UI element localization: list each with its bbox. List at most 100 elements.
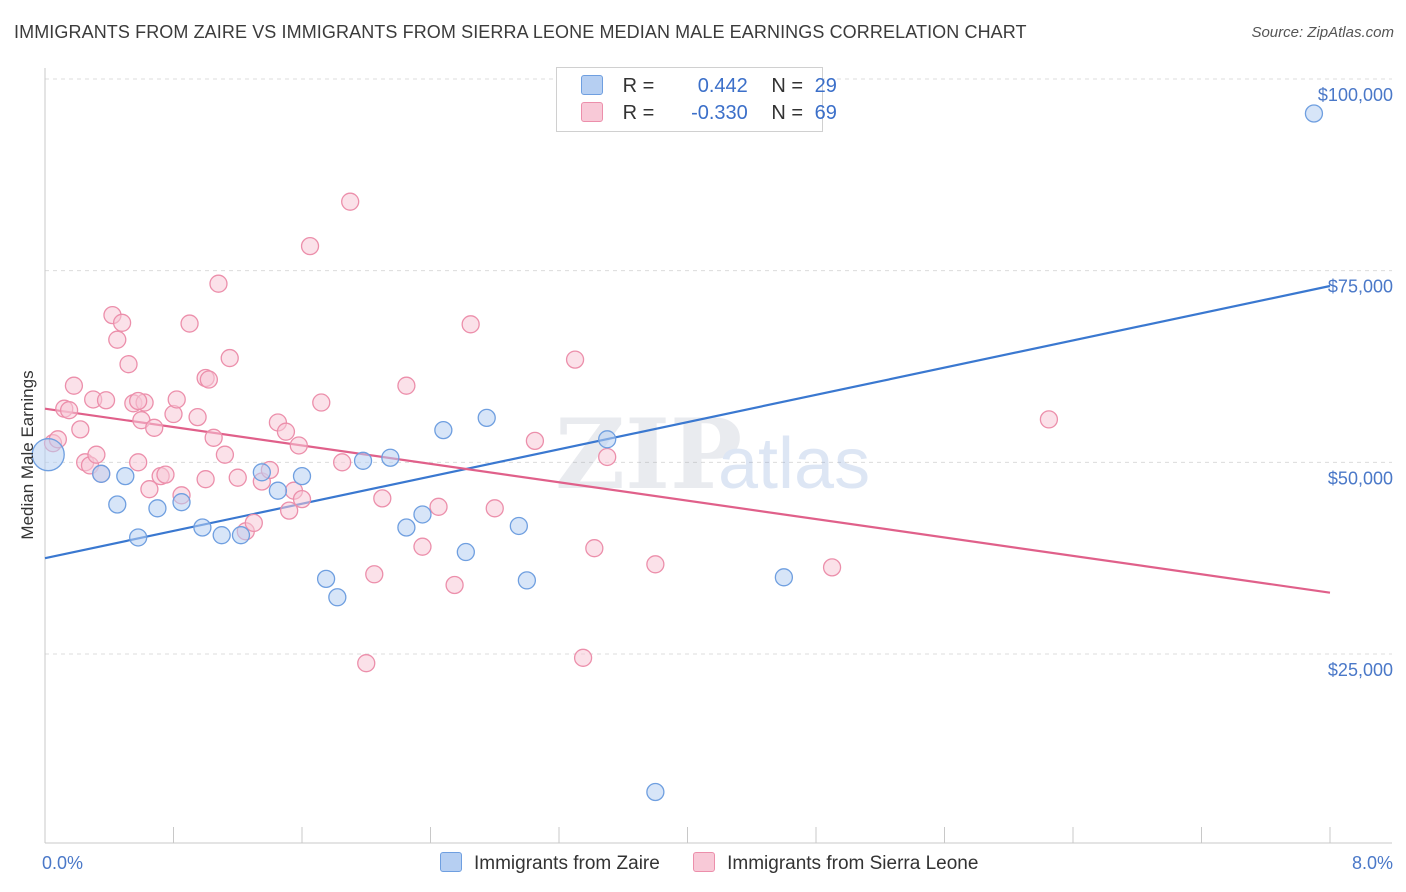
point-1-13 bbox=[108, 330, 127, 349]
point-1-25 bbox=[167, 390, 186, 409]
point-1-28 bbox=[188, 407, 207, 427]
legend-swatch-sierra-leone bbox=[581, 102, 603, 122]
point-0-24 bbox=[598, 430, 617, 449]
series-legend-sierra-leone: Immigrants from Sierra Leone bbox=[693, 852, 978, 875]
point-0-21 bbox=[477, 408, 496, 428]
point-0-19 bbox=[434, 420, 453, 440]
point-1-63 bbox=[598, 447, 617, 467]
point-1-3 bbox=[59, 401, 79, 420]
chart-source: Source: ZipAtlas.com bbox=[1251, 24, 1394, 41]
point-0-26 bbox=[774, 568, 794, 587]
point-1-62 bbox=[585, 539, 604, 558]
legend-r-label: R = bbox=[622, 102, 655, 124]
point-1-15 bbox=[119, 355, 138, 374]
point-0-20 bbox=[456, 542, 475, 562]
point-1-11 bbox=[96, 391, 116, 410]
point-1-9 bbox=[87, 445, 106, 464]
y-tick-label-0: $25,000 bbox=[1328, 660, 1393, 680]
point-1-37 bbox=[244, 513, 263, 533]
point-1-41 bbox=[276, 422, 296, 441]
point-0-27 bbox=[1304, 104, 1324, 123]
point-1-42 bbox=[279, 501, 299, 520]
y-tick-label-3: $100,000 bbox=[1318, 85, 1393, 105]
point-1-49 bbox=[341, 192, 360, 211]
point-1-48 bbox=[333, 453, 352, 472]
point-1-53 bbox=[397, 376, 416, 395]
point-1-65 bbox=[822, 558, 842, 577]
series-legend: Immigrants from Zaire Immigrants from Si… bbox=[440, 852, 1006, 875]
point-1-32 bbox=[209, 274, 228, 293]
point-0-3 bbox=[108, 495, 127, 514]
watermark-atlas: atlas bbox=[718, 424, 870, 504]
point-1-52 bbox=[373, 489, 392, 508]
point-1-54 bbox=[413, 537, 432, 556]
y-axis-label: Median Male Earnings bbox=[18, 370, 37, 539]
point-0-8 bbox=[212, 526, 231, 545]
point-1-59 bbox=[525, 431, 545, 451]
point-1-33 bbox=[215, 445, 235, 464]
point-1-46 bbox=[300, 236, 320, 256]
point-1-67 bbox=[129, 391, 148, 411]
legend-row-zaire: R = 0.442 N = 29 bbox=[581, 73, 837, 99]
point-1-64 bbox=[646, 555, 665, 574]
chart-title: IMMIGRANTS FROM ZAIRE VS IMMIGRANTS FROM… bbox=[14, 22, 1027, 42]
y-tick-labels: $25,000 $50,000 $75,000 $100,000 bbox=[1318, 85, 1393, 680]
point-0-12 bbox=[292, 466, 312, 486]
point-0-1 bbox=[92, 464, 111, 483]
point-1-27 bbox=[180, 314, 199, 333]
series-swatch-sierra-leone bbox=[693, 852, 716, 872]
point-1-23 bbox=[156, 465, 175, 484]
data-points bbox=[31, 81, 1324, 802]
point-1-30 bbox=[199, 370, 218, 389]
point-1-35 bbox=[228, 468, 247, 487]
series-swatch-zaire bbox=[440, 852, 462, 872]
point-1-47 bbox=[312, 393, 331, 412]
point-1-61 bbox=[573, 648, 593, 667]
point-0-22 bbox=[509, 516, 528, 536]
series-name-sierra-leone: Immigrants from Sierra Leone bbox=[727, 853, 979, 874]
point-0-15 bbox=[353, 451, 373, 470]
y-tick-label-2: $75,000 bbox=[1328, 277, 1393, 297]
point-0-16 bbox=[381, 448, 400, 467]
point-0-2 bbox=[116, 466, 135, 486]
point-1-60 bbox=[565, 350, 585, 369]
legend-r-value: 0.442 bbox=[697, 75, 748, 97]
x-tick-label-0: 0.0% bbox=[42, 853, 83, 873]
legend-n-value: 29 bbox=[814, 75, 837, 97]
point-1-57 bbox=[461, 315, 480, 334]
legend-r-value: -0.330 bbox=[691, 102, 748, 124]
point-1-66 bbox=[1039, 410, 1059, 429]
point-1-5 bbox=[71, 420, 90, 439]
legend-row-sierra-leone: R = -0.330 N = 69 bbox=[581, 100, 837, 126]
legend-n-value: 69 bbox=[814, 102, 837, 124]
point-0-4 bbox=[129, 528, 148, 547]
point-0-9 bbox=[231, 526, 251, 545]
point-0-5 bbox=[148, 499, 167, 518]
point-1-45 bbox=[292, 489, 312, 509]
point-0-18 bbox=[413, 505, 432, 524]
point-1-14 bbox=[112, 313, 132, 332]
correlation-legend: R = 0.442 N = 29 R = -0.330 N = 69 bbox=[556, 67, 837, 132]
point-0-17 bbox=[397, 518, 416, 537]
point-0-14 bbox=[328, 588, 347, 607]
legend-swatch-zaire bbox=[581, 75, 603, 95]
point-1-31 bbox=[204, 428, 223, 447]
trend-lines bbox=[44, 284, 1331, 594]
point-1-4 bbox=[64, 376, 84, 395]
x-tick-label-1: 8.0% bbox=[1352, 853, 1393, 873]
legend-r-label: R = bbox=[622, 75, 655, 97]
point-1-21 bbox=[145, 418, 164, 437]
point-0-7 bbox=[193, 518, 212, 537]
point-1-56 bbox=[445, 575, 464, 595]
point-0-23 bbox=[517, 571, 537, 590]
series-legend-zaire: Immigrants from Zaire bbox=[440, 852, 660, 875]
point-1-55 bbox=[429, 497, 448, 516]
series-name-zaire: Immigrants from Zaire bbox=[474, 853, 660, 874]
point-1-34 bbox=[220, 348, 239, 368]
point-1-68 bbox=[196, 470, 215, 489]
watermark: ZIP atlas bbox=[555, 398, 870, 511]
point-1-44 bbox=[289, 436, 308, 455]
point-0-25 bbox=[646, 782, 665, 802]
legend-n-label: N = bbox=[771, 75, 804, 97]
